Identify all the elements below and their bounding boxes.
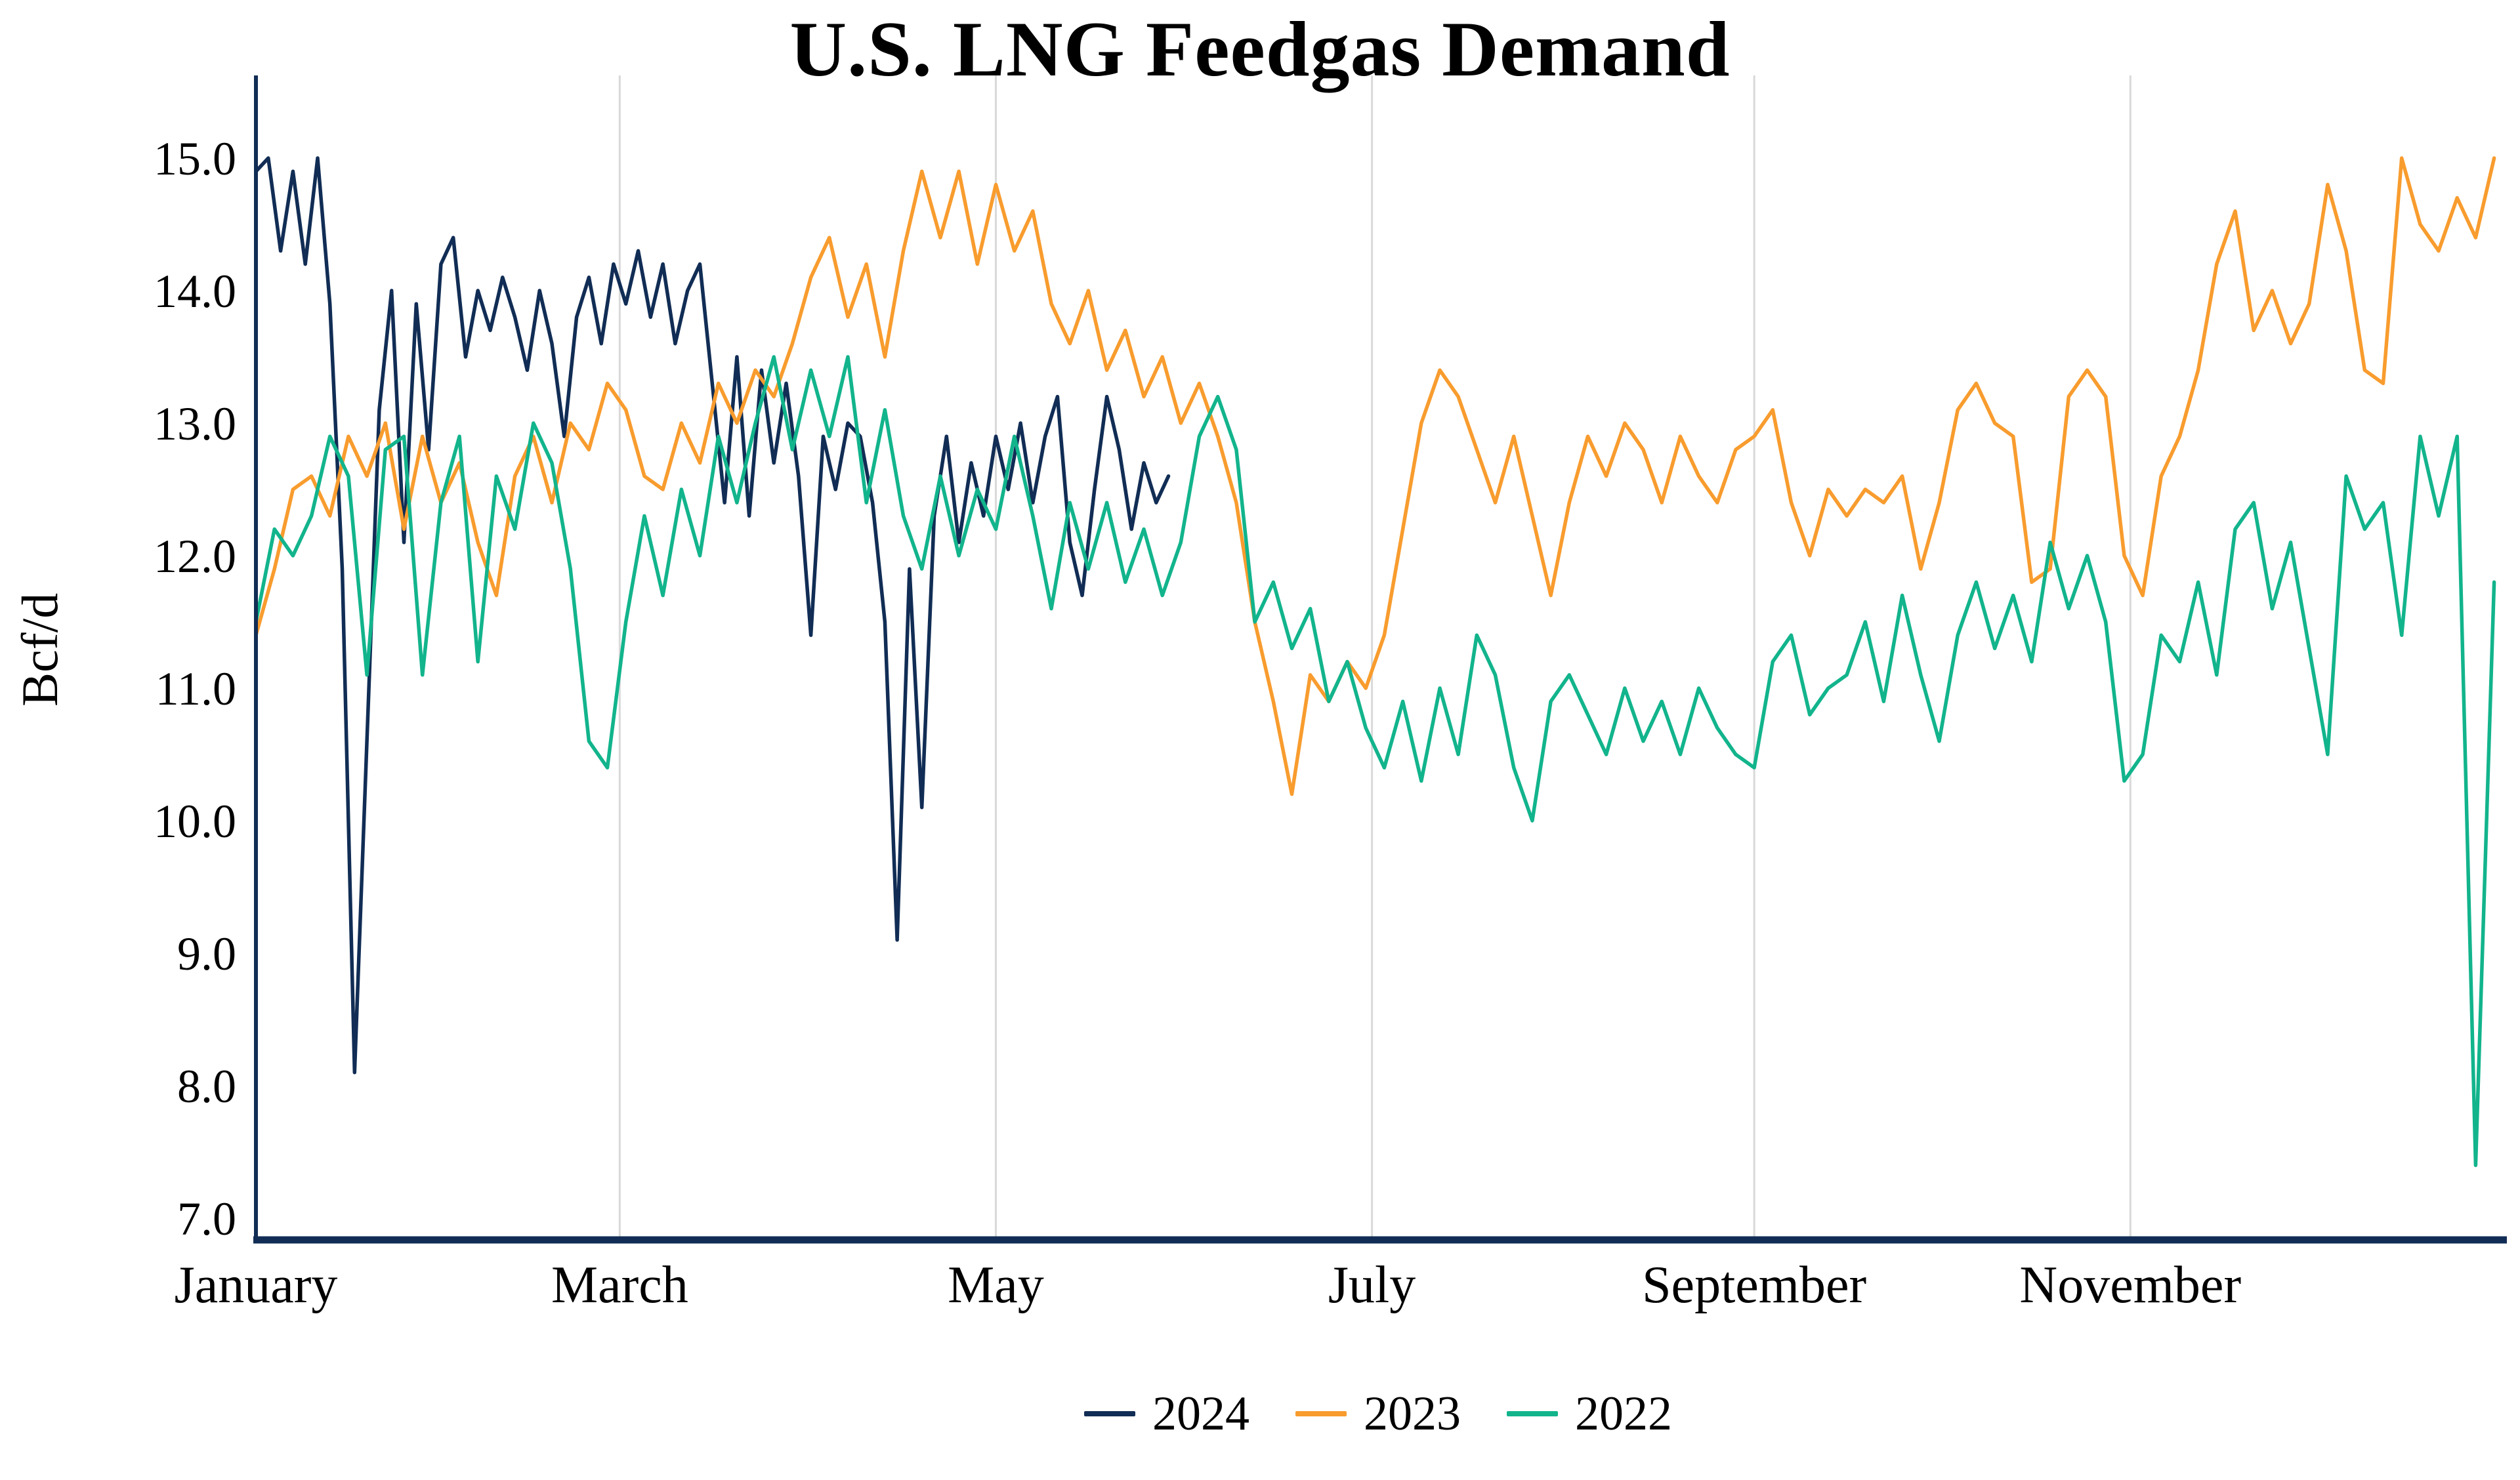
- x-tick-label: September: [1642, 1256, 1866, 1314]
- series-line-2022: [254, 355, 2496, 1167]
- y-tick-label: 8.0: [177, 1060, 236, 1113]
- legend-label-2024: 2024: [1152, 1386, 1250, 1441]
- legend-item-2022: 2022: [1507, 1386, 1672, 1442]
- x-tick-label: November: [2019, 1256, 2241, 1314]
- y-tick-label: 14.0: [154, 265, 236, 318]
- series-line-2023: [254, 156, 2496, 796]
- y-tick-label: 13.0: [154, 398, 236, 450]
- legend-swatch-2022: [1507, 1411, 1558, 1416]
- legend-item-2024: 2024: [1084, 1386, 1250, 1442]
- x-tick-label: May: [948, 1256, 1044, 1314]
- y-tick-label: 12.0: [154, 530, 236, 583]
- y-tick-label: 7.0: [177, 1193, 236, 1245]
- y-tick-label: 9.0: [177, 928, 236, 980]
- y-tick-label: 15.0: [154, 133, 236, 185]
- x-tick-label: July: [1328, 1256, 1416, 1314]
- legend-label-2022: 2022: [1575, 1386, 1672, 1441]
- series-line-2024: [254, 156, 1171, 1075]
- legend-swatch-2023: [1295, 1411, 1347, 1416]
- x-tick-label: March: [551, 1256, 688, 1314]
- legend-label-2023: 2023: [1364, 1386, 1461, 1441]
- y-tick-label: 11.0: [156, 663, 236, 715]
- legend-swatch-2024: [1084, 1411, 1135, 1416]
- legend-item-2023: 2023: [1295, 1386, 1461, 1442]
- x-tick-label: January: [175, 1256, 338, 1314]
- chart-title: U.S. LNG Feedgas Demand: [789, 5, 1731, 92]
- legend: 2024 2023 2022: [256, 1378, 2500, 1450]
- y-tick-label: 10.0: [154, 795, 236, 848]
